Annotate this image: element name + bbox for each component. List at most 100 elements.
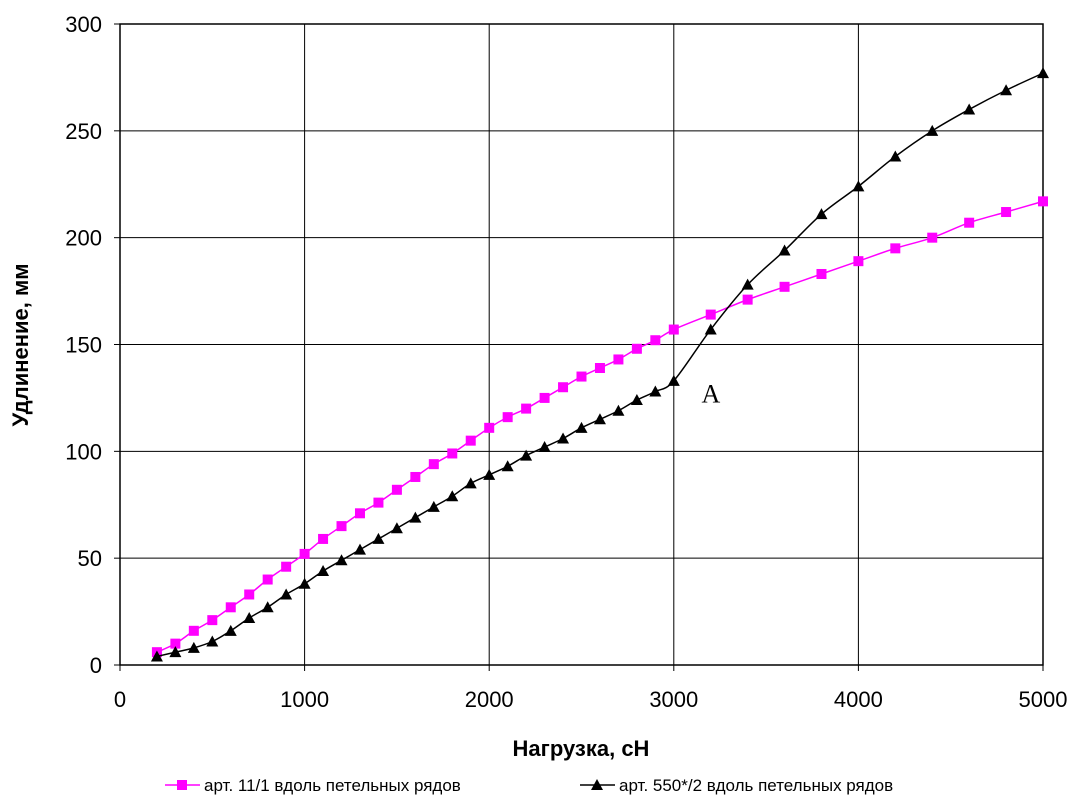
x-tick-label: 1000 (280, 687, 329, 712)
data-point (335, 554, 348, 566)
data-point (1038, 196, 1048, 207)
x-axis-title: Нагрузка, сН (513, 736, 650, 761)
data-point (650, 335, 661, 346)
data-point (612, 404, 625, 416)
y-tick-label: 150 (65, 333, 102, 358)
data-point (890, 243, 901, 254)
data-point (298, 577, 311, 589)
data-point (427, 500, 440, 512)
data-point (447, 448, 458, 459)
data-point (613, 354, 624, 365)
data-point (593, 413, 606, 425)
data-point (262, 574, 273, 585)
series-2 (150, 67, 1049, 662)
data-point (446, 490, 459, 502)
y-tick-label: 300 (65, 12, 102, 37)
data-point (964, 217, 975, 228)
data-point (594, 363, 605, 374)
x-tick-label: 5000 (1019, 687, 1068, 712)
data-point (853, 256, 864, 267)
data-point (465, 435, 476, 446)
data-point (538, 441, 551, 453)
data-point (742, 294, 753, 305)
series-layer (150, 67, 1049, 662)
data-point (317, 564, 330, 576)
data-point (391, 484, 402, 495)
data-point (1000, 84, 1013, 96)
data-point (354, 508, 365, 519)
legend-marker (177, 780, 187, 790)
data-point (244, 589, 255, 600)
data-point (963, 103, 976, 115)
data-point (207, 615, 218, 626)
data-point (520, 449, 533, 461)
y-tick-label: 50 (78, 546, 102, 571)
tick-labels: 0 1000 2000 3000 4000 5000 0 50 100 150 200 250 300 (65, 12, 1067, 712)
data-point (649, 385, 662, 397)
legend: арт. 11/1 вдоль петельных рядов арт. 550*… (165, 776, 893, 795)
legend-marker (591, 779, 603, 790)
y-tick-label: 250 (65, 119, 102, 144)
data-point (705, 309, 716, 320)
data-point (575, 421, 588, 433)
data-point (170, 638, 181, 649)
data-point (428, 459, 439, 470)
data-point (558, 382, 569, 393)
data-point (299, 548, 310, 559)
data-point (502, 412, 513, 423)
data-point (926, 124, 939, 136)
data-point (704, 323, 717, 335)
data-point (852, 180, 865, 192)
y-tick-label: 100 (65, 439, 102, 464)
data-point (261, 601, 274, 613)
data-point (243, 611, 256, 623)
data-point (410, 471, 421, 482)
data-point (390, 522, 403, 534)
data-point (668, 324, 679, 335)
x-tick-label: 4000 (834, 687, 883, 712)
data-point (280, 588, 293, 600)
data-point (150, 650, 163, 662)
data-point (630, 394, 643, 406)
data-point (353, 543, 366, 555)
data-point (464, 477, 477, 489)
data-point (557, 432, 570, 444)
x-tick-label: 2000 (465, 687, 514, 712)
data-point (188, 625, 199, 636)
data-point (336, 521, 347, 532)
data-point (539, 392, 550, 403)
data-point (889, 150, 902, 162)
data-point (224, 624, 237, 636)
data-point (1001, 207, 1012, 218)
data-point (373, 497, 384, 508)
legend-label: арт. 550*/2 вдоль петельных рядов (619, 776, 893, 795)
y-tick-label: 200 (65, 226, 102, 251)
data-point (779, 281, 790, 292)
legend-label: арт. 11/1 вдоль петельных рядов (204, 776, 461, 795)
data-point (484, 422, 495, 433)
data-point (169, 646, 182, 658)
data-point (815, 208, 828, 220)
series-1 (151, 196, 1048, 658)
data-point (521, 403, 532, 414)
data-point (631, 343, 642, 354)
annotations: A (701, 380, 720, 409)
y-axis-title: Удлинение, мм (8, 263, 33, 426)
data-point (816, 268, 827, 279)
data-point (667, 374, 680, 386)
data-point (318, 533, 329, 544)
data-point (281, 561, 292, 572)
annotation-label: A (701, 380, 720, 409)
data-point (372, 532, 385, 544)
data-point (225, 602, 236, 613)
data-point (409, 511, 422, 523)
data-point (483, 468, 496, 480)
data-point (576, 371, 587, 382)
data-point (187, 641, 200, 653)
data-point (927, 232, 938, 243)
data-point (501, 460, 514, 472)
y-tick-label: 0 (90, 653, 102, 678)
data-point (206, 635, 219, 647)
x-tick-label: 0 (114, 687, 126, 712)
data-point (741, 278, 754, 290)
